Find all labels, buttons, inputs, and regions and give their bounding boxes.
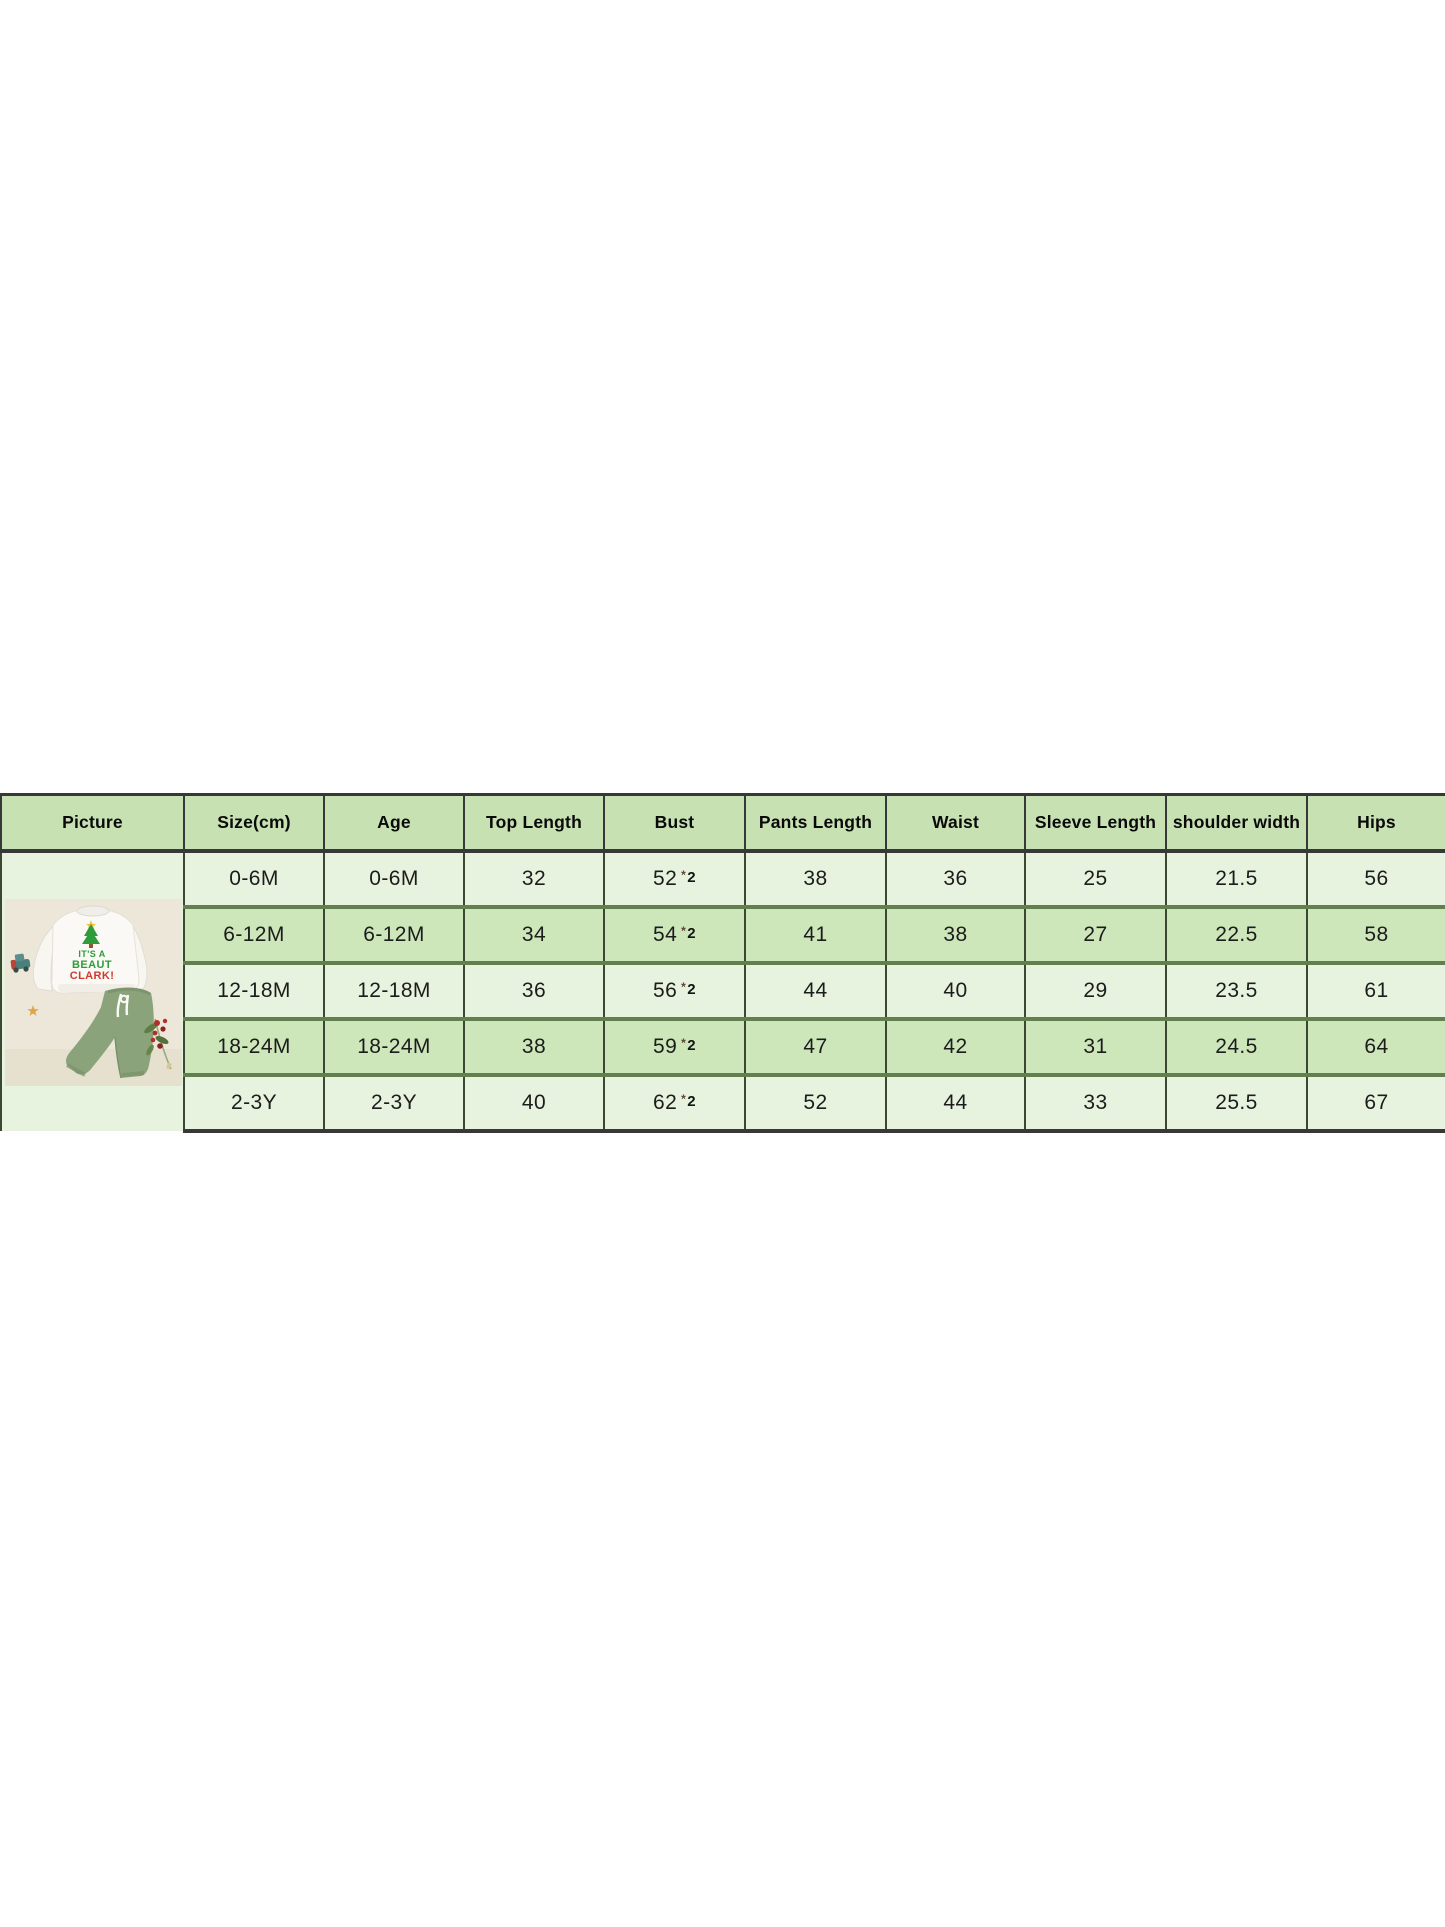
table-header-row: Picture Size(cm) Age Top Length Bust Pants Le… xyxy=(0,793,1445,853)
shirt-text-line1: IT'S A xyxy=(78,949,105,959)
cell-size: 18-24M xyxy=(183,1017,325,1075)
cell-bust: 54 *2 xyxy=(603,905,746,963)
cell-bust: 59 *2 xyxy=(603,1017,746,1075)
bust-value: 56 xyxy=(653,979,678,1002)
cell-waist: 36 xyxy=(885,851,1026,907)
bust-value: 62 xyxy=(653,1091,678,1114)
column-header-shoulder_width: shoulder width xyxy=(1165,793,1308,853)
cell-hips: 61 xyxy=(1306,961,1445,1019)
cell-pants_length: 44 xyxy=(744,961,887,1019)
cell-top_length: 32 xyxy=(463,851,605,907)
toy-car-icon xyxy=(10,953,31,973)
cell-sleeve_length: 31 xyxy=(1024,1017,1167,1075)
cell-hips: 64 xyxy=(1306,1017,1445,1075)
size-chart-table: Picture Size(cm) Age Top Length Bust Pants Le… xyxy=(0,793,1445,1133)
cell-hips: 58 xyxy=(1306,905,1445,963)
cell-pants_length: 47 xyxy=(744,1017,887,1075)
cell-pants_length: 41 xyxy=(744,905,887,963)
cell-top_length: 40 xyxy=(463,1073,605,1133)
cell-sleeve_length: 33 xyxy=(1024,1073,1167,1133)
cell-age: 2-3Y xyxy=(323,1073,465,1133)
cell-pants_length: 52 xyxy=(744,1073,887,1133)
cell-size: 2-3Y xyxy=(183,1073,325,1133)
cell-size: 6-12M xyxy=(183,905,325,963)
table-row: 2-3Y 2-3Y 40 62 *2 52 44 33 25.5 67 xyxy=(1,1073,1445,1133)
table-row: 6-12M 6-12M 34 54 *2 41 38 27 22.5 58 xyxy=(1,905,1445,963)
column-header-hips: Hips xyxy=(1306,793,1445,853)
column-header-pants_length: Pants Length xyxy=(744,793,887,853)
cell-age: 6-12M xyxy=(323,905,465,963)
cell-bust: 62 *2 xyxy=(603,1073,746,1133)
sweatshirt xyxy=(32,905,148,994)
table-row: 18-24M 18-24M 38 59 *2 47 42 31 24.5 64 xyxy=(1,1017,1445,1075)
star-decoration-icon xyxy=(27,1005,39,1016)
column-header-sleeve_length: Sleeve Length xyxy=(1024,793,1167,853)
bust-value: 54 xyxy=(653,923,678,946)
bust-asterisk: * xyxy=(681,868,687,882)
shirt-text: IT'S A BEAUT CLARK! xyxy=(70,949,115,982)
cell-waist: 40 xyxy=(885,961,1026,1019)
shirt-text-line3: CLARK! xyxy=(70,970,115,982)
jogger-pants xyxy=(66,987,154,1079)
cell-top_length: 38 xyxy=(463,1017,605,1075)
christmas-tree-graphic xyxy=(82,920,100,948)
bust-multiplier: 2 xyxy=(687,869,696,886)
cell-waist: 44 xyxy=(885,1073,1026,1133)
berry-sprig-icon xyxy=(144,1018,172,1070)
cell-top_length: 36 xyxy=(463,961,605,1019)
cell-top_length: 34 xyxy=(463,905,605,963)
cell-sleeve_length: 29 xyxy=(1024,961,1167,1019)
bust-multiplier: 2 xyxy=(687,1093,696,1110)
cell-age: 0-6M xyxy=(323,851,465,907)
bust-asterisk: * xyxy=(681,980,687,994)
bust-multiplier: 2 xyxy=(687,981,696,998)
bust-multiplier: 2 xyxy=(687,925,696,942)
cell-size: 12-18M xyxy=(183,961,325,1019)
column-header-waist: Waist xyxy=(885,793,1026,853)
cell-age: 12-18M xyxy=(323,961,465,1019)
shirt-text-line2: BEAUT xyxy=(72,959,112,971)
bust-multiplier: 2 xyxy=(687,1037,696,1054)
cell-hips: 67 xyxy=(1306,1073,1445,1133)
cell-hips: 56 xyxy=(1306,851,1445,907)
cell-shoulder_width: 24.5 xyxy=(1165,1017,1308,1075)
column-header-top_length: Top Length xyxy=(463,793,605,853)
cell-sleeve_length: 25 xyxy=(1024,851,1167,907)
column-header-picture: Picture xyxy=(0,793,185,853)
cell-waist: 42 xyxy=(885,1017,1026,1075)
cell-waist: 38 xyxy=(885,905,1026,963)
cell-shoulder_width: 25.5 xyxy=(1165,1073,1308,1133)
cell-shoulder_width: 21.5 xyxy=(1165,851,1308,907)
cell-shoulder_width: 23.5 xyxy=(1165,961,1308,1019)
cell-size: 0-6M xyxy=(183,851,325,907)
product-photo: IT'S A BEAUT CLARK! xyxy=(5,899,182,1086)
picture-cell: IT'S A BEAUT CLARK! xyxy=(0,851,185,1131)
bust-asterisk: * xyxy=(681,1092,687,1106)
table-row: IT'S A BEAUT CLARK! xyxy=(0,851,1445,1131)
cell-age: 18-24M xyxy=(323,1017,465,1075)
cell-bust: 52 *2 xyxy=(603,851,746,907)
bust-asterisk: * xyxy=(681,924,687,938)
column-header-age: Age xyxy=(323,793,465,853)
bust-asterisk: * xyxy=(681,1036,687,1050)
cell-shoulder_width: 22.5 xyxy=(1165,905,1308,963)
cell-bust: 56 *2 xyxy=(603,961,746,1019)
cell-sleeve_length: 27 xyxy=(1024,905,1167,963)
bust-value: 52 xyxy=(653,867,678,890)
column-header-bust: Bust xyxy=(603,793,746,853)
table-row: 12-18M 12-18M 36 56 *2 44 40 29 23.5 61 xyxy=(1,961,1445,1019)
cell-pants_length: 38 xyxy=(744,851,887,907)
column-header-size: Size(cm) xyxy=(183,793,325,853)
bust-value: 59 xyxy=(653,1035,678,1058)
